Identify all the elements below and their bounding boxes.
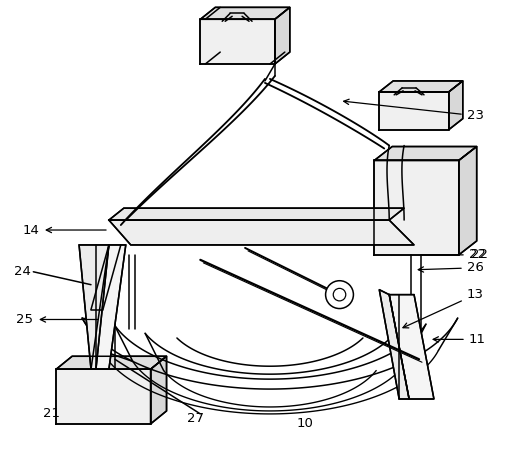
Text: 26: 26 (418, 262, 484, 274)
Polygon shape (200, 19, 275, 64)
Polygon shape (200, 7, 290, 19)
Text: 24: 24 (14, 265, 31, 278)
Polygon shape (275, 7, 290, 64)
Polygon shape (379, 290, 409, 399)
Text: 21: 21 (43, 407, 60, 420)
Polygon shape (56, 369, 151, 424)
Polygon shape (151, 356, 167, 424)
Polygon shape (459, 147, 476, 255)
Polygon shape (379, 92, 449, 130)
Polygon shape (79, 245, 109, 369)
Polygon shape (374, 147, 476, 161)
Text: 23: 23 (344, 99, 484, 122)
Text: 11: 11 (433, 333, 486, 346)
Polygon shape (374, 161, 459, 255)
Text: 25: 25 (16, 313, 98, 326)
Polygon shape (56, 356, 167, 369)
Polygon shape (379, 81, 463, 92)
Text: 22: 22 (422, 248, 486, 262)
Text: 14: 14 (23, 224, 106, 236)
Text: 27: 27 (187, 412, 204, 425)
Circle shape (325, 281, 354, 309)
Text: 10: 10 (296, 417, 313, 431)
Polygon shape (91, 245, 126, 369)
Polygon shape (389, 295, 434, 399)
Polygon shape (109, 208, 404, 220)
Text: 22: 22 (471, 248, 488, 262)
Polygon shape (109, 220, 414, 245)
Polygon shape (449, 81, 463, 130)
Text: 13: 13 (403, 288, 484, 328)
